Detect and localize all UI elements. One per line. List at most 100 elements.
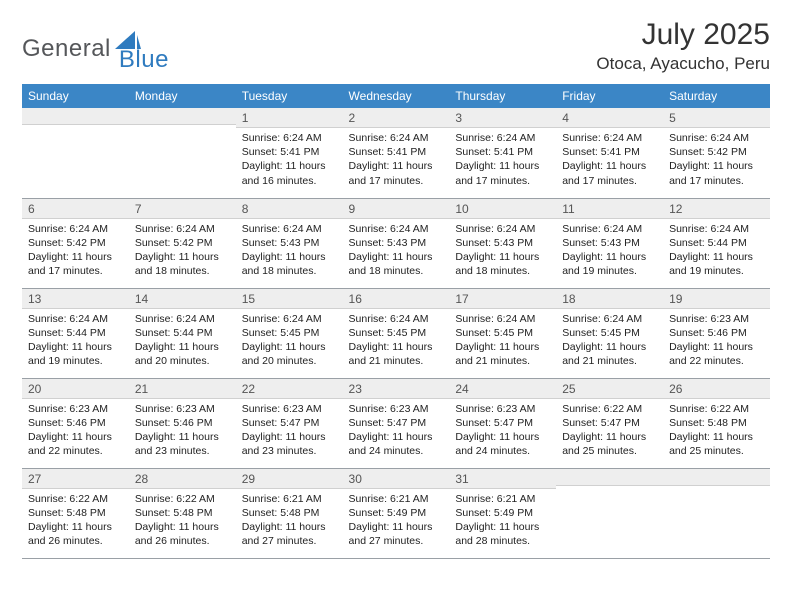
- sunset-line: Sunset: 5:47 PM: [242, 416, 337, 430]
- day-number: 27: [22, 469, 129, 489]
- sunrise-line: Sunrise: 6:21 AM: [242, 492, 337, 506]
- day-number: 8: [236, 199, 343, 219]
- day-number: 23: [343, 379, 450, 399]
- logo-text-blue: Blue: [119, 46, 169, 74]
- sunrise-line: Sunrise: 6:24 AM: [28, 222, 123, 236]
- day-details: Sunrise: 6:24 AMSunset: 5:44 PMDaylight:…: [663, 219, 770, 283]
- sunrise-line: Sunrise: 6:24 AM: [349, 131, 444, 145]
- sunrise-line: Sunrise: 6:24 AM: [242, 222, 337, 236]
- day-details: Sunrise: 6:23 AMSunset: 5:47 PMDaylight:…: [449, 399, 556, 463]
- calendar-cell: 3Sunrise: 6:24 AMSunset: 5:41 PMDaylight…: [449, 108, 556, 198]
- day-number: 1: [236, 108, 343, 128]
- daylight-line: Daylight: 11 hours and 17 minutes.: [562, 159, 657, 187]
- day-details: Sunrise: 6:22 AMSunset: 5:48 PMDaylight:…: [129, 489, 236, 553]
- day-details: Sunrise: 6:23 AMSunset: 5:47 PMDaylight:…: [236, 399, 343, 463]
- sunrise-line: Sunrise: 6:24 AM: [28, 312, 123, 326]
- logo-text-general: General: [22, 35, 111, 63]
- day-number: 10: [449, 199, 556, 219]
- day-number: 6: [22, 199, 129, 219]
- weekday-header-row: SundayMondayTuesdayWednesdayThursdayFrid…: [22, 84, 770, 108]
- calendar-row: 1Sunrise: 6:24 AMSunset: 5:41 PMDaylight…: [22, 108, 770, 198]
- daylight-line: Daylight: 11 hours and 22 minutes.: [669, 340, 764, 368]
- day-number: 13: [22, 289, 129, 309]
- sunset-line: Sunset: 5:45 PM: [349, 326, 444, 340]
- calendar-cell: [556, 468, 663, 558]
- day-details: Sunrise: 6:24 AMSunset: 5:43 PMDaylight:…: [236, 219, 343, 283]
- day-details: Sunrise: 6:24 AMSunset: 5:44 PMDaylight:…: [22, 309, 129, 373]
- daylight-line: Daylight: 11 hours and 17 minutes.: [669, 159, 764, 187]
- daylight-line: Daylight: 11 hours and 28 minutes.: [455, 520, 550, 548]
- daylight-line: Daylight: 11 hours and 18 minutes.: [349, 250, 444, 278]
- calendar-row: 13Sunrise: 6:24 AMSunset: 5:44 PMDayligh…: [22, 288, 770, 378]
- sunset-line: Sunset: 5:48 PM: [28, 506, 123, 520]
- weekday-header: Saturday: [663, 84, 770, 108]
- day-number: 30: [343, 469, 450, 489]
- calendar-cell: 30Sunrise: 6:21 AMSunset: 5:49 PMDayligh…: [343, 468, 450, 558]
- calendar-cell: 1Sunrise: 6:24 AMSunset: 5:41 PMDaylight…: [236, 108, 343, 198]
- weekday-header: Friday: [556, 84, 663, 108]
- calendar-cell: 31Sunrise: 6:21 AMSunset: 5:49 PMDayligh…: [449, 468, 556, 558]
- sunrise-line: Sunrise: 6:24 AM: [349, 312, 444, 326]
- sunset-line: Sunset: 5:42 PM: [669, 145, 764, 159]
- sunrise-line: Sunrise: 6:23 AM: [455, 402, 550, 416]
- calendar-cell: [663, 468, 770, 558]
- daylight-line: Daylight: 11 hours and 20 minutes.: [135, 340, 230, 368]
- day-details: Sunrise: 6:23 AMSunset: 5:46 PMDaylight:…: [663, 309, 770, 373]
- day-number: 17: [449, 289, 556, 309]
- calendar-cell: 19Sunrise: 6:23 AMSunset: 5:46 PMDayligh…: [663, 288, 770, 378]
- day-number: 9: [343, 199, 450, 219]
- sunrise-line: Sunrise: 6:23 AM: [242, 402, 337, 416]
- daylight-line: Daylight: 11 hours and 19 minutes.: [669, 250, 764, 278]
- calendar-row: 6Sunrise: 6:24 AMSunset: 5:42 PMDaylight…: [22, 198, 770, 288]
- calendar-cell: [22, 108, 129, 198]
- day-details: Sunrise: 6:21 AMSunset: 5:48 PMDaylight:…: [236, 489, 343, 553]
- calendar-cell: 5Sunrise: 6:24 AMSunset: 5:42 PMDaylight…: [663, 108, 770, 198]
- day-number: 26: [663, 379, 770, 399]
- sunrise-line: Sunrise: 6:23 AM: [349, 402, 444, 416]
- day-number: 15: [236, 289, 343, 309]
- calendar-cell: 24Sunrise: 6:23 AMSunset: 5:47 PMDayligh…: [449, 378, 556, 468]
- day-number: 7: [129, 199, 236, 219]
- daylight-line: Daylight: 11 hours and 18 minutes.: [242, 250, 337, 278]
- day-number: 21: [129, 379, 236, 399]
- weekday-header: Sunday: [22, 84, 129, 108]
- day-details: Sunrise: 6:24 AMSunset: 5:44 PMDaylight:…: [129, 309, 236, 373]
- sunrise-line: Sunrise: 6:23 AM: [135, 402, 230, 416]
- logo: General Blue: [22, 24, 169, 74]
- day-number: 24: [449, 379, 556, 399]
- daylight-line: Daylight: 11 hours and 21 minutes.: [562, 340, 657, 368]
- day-details: Sunrise: 6:23 AMSunset: 5:47 PMDaylight:…: [343, 399, 450, 463]
- sunset-line: Sunset: 5:43 PM: [349, 236, 444, 250]
- day-details: Sunrise: 6:23 AMSunset: 5:46 PMDaylight:…: [22, 399, 129, 463]
- sunset-line: Sunset: 5:41 PM: [455, 145, 550, 159]
- daylight-line: Daylight: 11 hours and 21 minutes.: [455, 340, 550, 368]
- sunset-line: Sunset: 5:49 PM: [455, 506, 550, 520]
- day-details: Sunrise: 6:21 AMSunset: 5:49 PMDaylight:…: [343, 489, 450, 553]
- sunrise-line: Sunrise: 6:21 AM: [349, 492, 444, 506]
- day-number: 5: [663, 108, 770, 128]
- calendar-cell: 6Sunrise: 6:24 AMSunset: 5:42 PMDaylight…: [22, 198, 129, 288]
- sunrise-line: Sunrise: 6:22 AM: [135, 492, 230, 506]
- sunset-line: Sunset: 5:41 PM: [242, 145, 337, 159]
- sunset-line: Sunset: 5:44 PM: [28, 326, 123, 340]
- day-number: 2: [343, 108, 450, 128]
- sunset-line: Sunset: 5:48 PM: [242, 506, 337, 520]
- day-number: 18: [556, 289, 663, 309]
- daylight-line: Daylight: 11 hours and 18 minutes.: [455, 250, 550, 278]
- sunset-line: Sunset: 5:44 PM: [135, 326, 230, 340]
- sunset-line: Sunset: 5:42 PM: [135, 236, 230, 250]
- sunset-line: Sunset: 5:42 PM: [28, 236, 123, 250]
- day-number: 4: [556, 108, 663, 128]
- daylight-line: Daylight: 11 hours and 26 minutes.: [135, 520, 230, 548]
- sunset-line: Sunset: 5:41 PM: [349, 145, 444, 159]
- daylight-line: Daylight: 11 hours and 26 minutes.: [28, 520, 123, 548]
- day-details: Sunrise: 6:24 AMSunset: 5:41 PMDaylight:…: [556, 128, 663, 192]
- calendar-cell: 12Sunrise: 6:24 AMSunset: 5:44 PMDayligh…: [663, 198, 770, 288]
- sunrise-line: Sunrise: 6:21 AM: [455, 492, 550, 506]
- calendar-cell: 26Sunrise: 6:22 AMSunset: 5:48 PMDayligh…: [663, 378, 770, 468]
- sunrise-line: Sunrise: 6:24 AM: [562, 312, 657, 326]
- day-details: Sunrise: 6:23 AMSunset: 5:46 PMDaylight:…: [129, 399, 236, 463]
- daylight-line: Daylight: 11 hours and 25 minutes.: [562, 430, 657, 458]
- daylight-line: Daylight: 11 hours and 21 minutes.: [349, 340, 444, 368]
- day-details: Sunrise: 6:22 AMSunset: 5:48 PMDaylight:…: [663, 399, 770, 463]
